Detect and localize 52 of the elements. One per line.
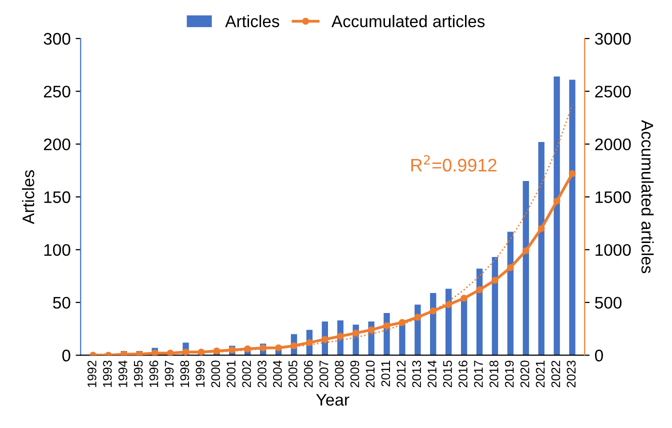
y2-tick-label: 1500 [596,191,631,204]
y-axis-title: Articles [22,170,34,224]
x-tick-label: 2000 [211,360,220,388]
y-tick-label: 0 [62,350,70,362]
x-tick-label: 2009 [350,360,360,388]
x-tick-label: 2021 [536,360,545,388]
x-tick-label: 1994 [118,360,128,387]
y-tick-label: 300 [44,32,70,45]
y2-tick-label: 2000 [595,138,631,150]
x-tick-label: 2004 [273,360,282,388]
y-tick-label: 200 [44,138,70,150]
x-tick-label: 2018 [489,360,498,388]
x-tick-label: 2023 [566,360,576,388]
legend-label: Accumulated articles [331,15,485,28]
x-tick-label: 2001 [226,360,236,388]
legend-label: Articles [225,15,280,28]
x-tick-label: 2017 [474,360,483,388]
x-tick-label: 2008 [334,360,344,388]
x-tick-label: 2012 [396,360,406,388]
x-tick-label: 1999 [196,360,205,387]
x-tick-label: 2006 [304,360,313,388]
x-tick-label: 1998 [180,360,190,387]
x-tick-label: 2013 [412,360,422,388]
y2-tick-label: 3000 [595,32,631,45]
x-tick-label: 2019 [504,360,514,388]
y2-axis-title: Accumulated articles [641,120,654,274]
x-tick-label: 2010 [366,360,375,388]
x-tick-label: 2015 [443,360,452,388]
y2-tick-label: 2500 [595,86,631,98]
x-tick-label: 2020 [520,360,530,388]
x-axis-title: Year [316,394,350,406]
y-tick-label: 50 [53,296,70,309]
x-tick-label: 2005 [288,360,298,388]
annotation: R$^{2}$=0.9912 [411,155,496,172]
y2-tick-label: 500 [595,296,622,309]
x-tick-label: 2003 [258,360,266,388]
x-tick-label: 1995 [134,360,143,387]
y-tick-label: 100 [44,244,70,256]
x-tick-label: 2014 [428,360,436,388]
y2-tick-label: 0 [595,350,603,362]
x-tick-label: 2011 [381,360,390,386]
x-tick-label: 2007 [319,360,328,388]
y2-tick-label: 1000 [596,244,631,256]
x-tick-label: 1997 [164,360,174,387]
x-tick-label: 2002 [242,360,251,388]
x-tick-label: 2016 [458,360,468,388]
x-tick-label: 1996 [149,360,158,387]
y-tick-label: 250 [44,86,70,98]
x-tick-label: 1993 [102,360,112,387]
x-tick-label: 2022 [551,360,560,388]
x-tick-label: 1992 [88,360,96,387]
y-tick-label: 150 [44,191,70,204]
